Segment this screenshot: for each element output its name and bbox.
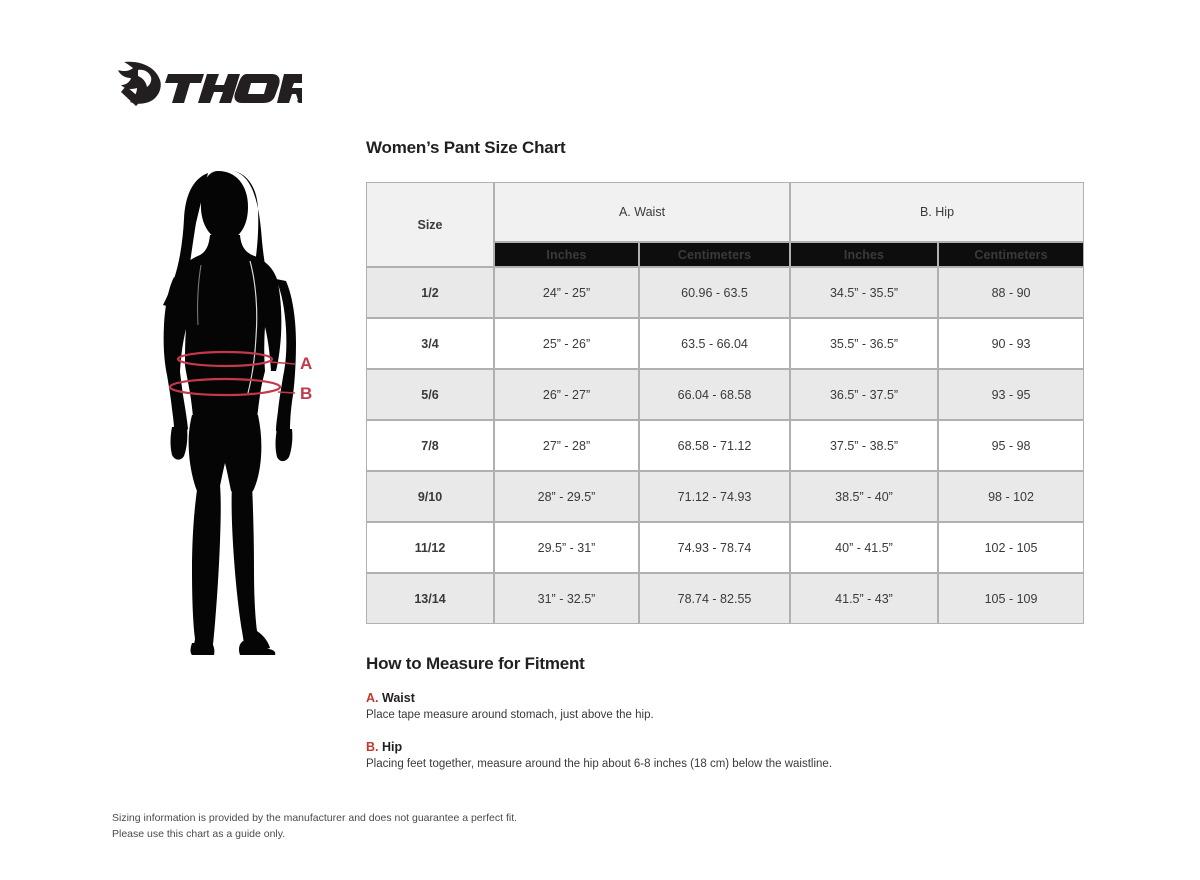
cell-hip-inches: 40” - 41.5” bbox=[790, 522, 939, 573]
silhouette-shape bbox=[163, 170, 296, 655]
cell-hip-inches: 35.5” - 36.5” bbox=[790, 318, 939, 369]
table-row: 11/12 29.5” - 31” 74.93 - 78.74 40” - 41… bbox=[366, 522, 1085, 573]
measure-name-waist: Waist bbox=[381, 691, 415, 705]
size-chart-table: Size A. Waist B. Hip Inches Centimeters … bbox=[366, 182, 1085, 624]
cell-waist-inches: 29.5” - 31” bbox=[494, 522, 639, 573]
size-chart-content: Women’s Pant Size Chart Size A. Waist B.… bbox=[366, 138, 1086, 772]
measure-letter-a: A. bbox=[366, 691, 379, 705]
column-header-waist-inches: Inches bbox=[494, 242, 639, 267]
hip-leader-line bbox=[277, 391, 296, 394]
measure-item-waist-text: Place tape measure around stomach, just … bbox=[366, 709, 654, 721]
measure-name-hip: Hip bbox=[381, 739, 403, 754]
cell-hip-inches: 36.5” - 37.5” bbox=[790, 369, 939, 420]
cell-size: 3/4 bbox=[366, 318, 494, 369]
cell-hip-inches: 38.5” - 40” bbox=[790, 471, 939, 522]
measure-letter-b: B. bbox=[366, 739, 379, 754]
how-to-measure-section: How to Measure for Fitment A. Waist Plac… bbox=[366, 654, 1086, 772]
table-header-unit-row: Inches Centimeters Inches Centimeters bbox=[366, 242, 1085, 267]
measure-item-waist: A. Waist Place tape measure around stoma… bbox=[366, 691, 1086, 723]
cell-size: 7/8 bbox=[366, 420, 494, 471]
cell-size: 13/14 bbox=[366, 573, 494, 624]
cell-hip-centimeters: 105 - 109 bbox=[938, 573, 1085, 624]
page-title: Women’s Pant Size Chart bbox=[366, 138, 566, 157]
cell-hip-centimeters: 95 - 98 bbox=[938, 420, 1085, 471]
table-row: 5/6 26” - 27” 66.04 - 68.58 36.5” - 37.5… bbox=[366, 369, 1085, 420]
cell-waist-centimeters: 68.58 - 71.12 bbox=[639, 420, 791, 471]
cell-waist-inches: 28” - 29.5” bbox=[494, 471, 639, 522]
cell-waist-centimeters: 60.96 - 63.5 bbox=[639, 267, 791, 318]
cell-hip-centimeters: 90 - 93 bbox=[938, 318, 1085, 369]
measure-item-waist-heading: A. Waist bbox=[366, 691, 1086, 705]
cell-hip-inches: 34.5” - 35.5” bbox=[790, 267, 939, 318]
callout-label-b: B bbox=[300, 384, 312, 403]
column-header-hip-inches: Inches bbox=[790, 242, 939, 267]
disclaimer: Sizing information is provided by the ma… bbox=[112, 810, 517, 843]
cell-hip-centimeters: 102 - 105 bbox=[938, 522, 1085, 573]
cell-waist-inches: 24” - 25” bbox=[494, 267, 639, 318]
cell-waist-centimeters: 63.5 - 66.04 bbox=[639, 318, 791, 369]
table-row: 9/10 28” - 29.5” 71.12 - 74.93 38.5” - 4… bbox=[366, 471, 1085, 522]
waist-leader-line bbox=[269, 361, 296, 365]
column-header-waist-centimeters: Centimeters bbox=[639, 242, 791, 267]
table-row: 3/4 25” - 26” 63.5 - 66.04 35.5” - 36.5”… bbox=[366, 318, 1085, 369]
cell-hip-centimeters: 93 - 95 bbox=[938, 369, 1085, 420]
cell-size: 11/12 bbox=[366, 522, 494, 573]
cell-waist-inches: 25” - 26” bbox=[494, 318, 639, 369]
measure-item-hip-text: Placing feet together, measure around th… bbox=[366, 757, 833, 770]
table-row: 1/2 24” - 25” 60.96 - 63.5 34.5” - 35.5”… bbox=[366, 267, 1085, 318]
cell-size: 1/2 bbox=[366, 267, 494, 318]
body-silhouette-illustration: A B bbox=[130, 165, 340, 655]
cell-waist-inches: 31” - 32.5” bbox=[494, 573, 639, 624]
table-row: 13/14 31” - 32.5” 78.74 - 82.55 41.5” - … bbox=[366, 573, 1085, 624]
disclaimer-line-2: Please use this chart as a guide only. bbox=[112, 828, 286, 841]
column-header-size: Size bbox=[366, 182, 494, 267]
table-header-group-row: Size A. Waist B. Hip bbox=[366, 182, 1085, 267]
column-group-hip: B. Hip bbox=[790, 182, 1085, 242]
cell-size: 9/10 bbox=[366, 471, 494, 522]
callout-label-a: A bbox=[300, 354, 312, 373]
measure-item-hip-heading: B. Hip bbox=[366, 740, 1086, 754]
table-row: 7/8 27” - 28” 68.58 - 71.12 37.5” - 38.5… bbox=[366, 420, 1085, 471]
column-group-waist: A. Waist bbox=[494, 182, 791, 242]
cell-waist-centimeters: 71.12 - 74.93 bbox=[639, 471, 791, 522]
how-to-measure-title: How to Measure for Fitment bbox=[366, 654, 585, 673]
column-header-hip-centimeters: Centimeters bbox=[938, 242, 1085, 267]
cell-waist-centimeters: 66.04 - 68.58 bbox=[639, 369, 791, 420]
cell-hip-centimeters: 98 - 102 bbox=[938, 471, 1085, 522]
disclaimer-line-1: Sizing information is provided by the ma… bbox=[112, 812, 518, 824]
cell-waist-centimeters: 78.74 - 82.55 bbox=[639, 573, 791, 624]
thor-logo bbox=[112, 56, 315, 112]
cell-waist-centimeters: 74.93 - 78.74 bbox=[639, 522, 791, 573]
waist-measure-ring bbox=[176, 350, 274, 368]
cell-hip-inches: 41.5” - 43” bbox=[790, 573, 939, 624]
cell-hip-centimeters: 88 - 90 bbox=[938, 267, 1085, 318]
hip-measure-ring bbox=[168, 377, 282, 397]
cell-hip-inches: 37.5” - 38.5” bbox=[790, 420, 939, 471]
cell-waist-inches: 27” - 28” bbox=[494, 420, 639, 471]
cell-waist-inches: 26” - 27” bbox=[494, 369, 639, 420]
measure-item-hip: B. Hip Placing feet together, measure ar… bbox=[366, 740, 1086, 772]
cell-size: 5/6 bbox=[366, 369, 494, 420]
